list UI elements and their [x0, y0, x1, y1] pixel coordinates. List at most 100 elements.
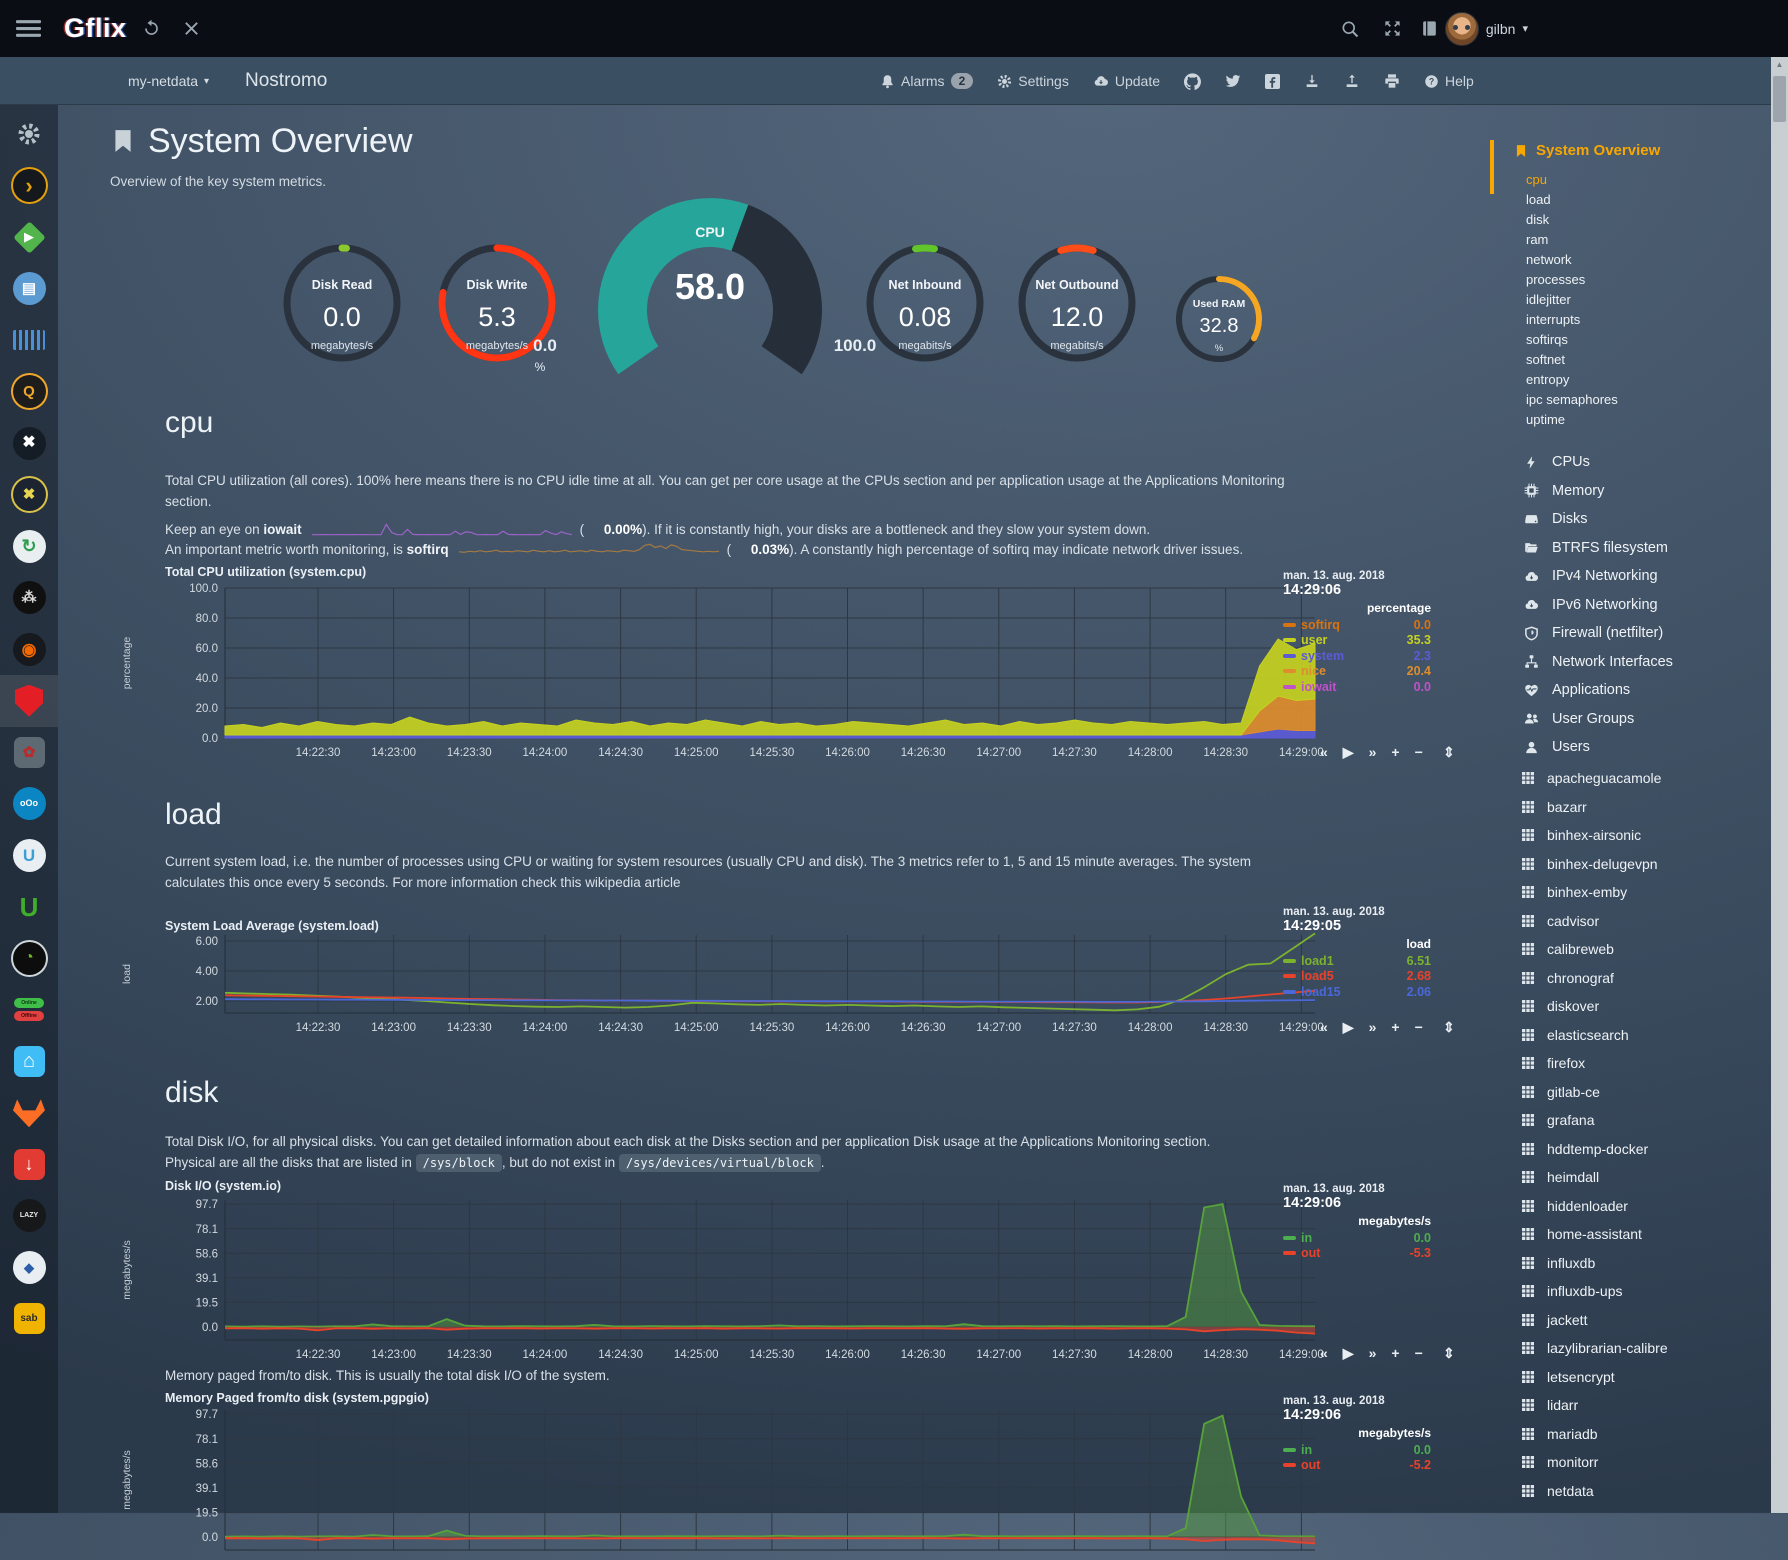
legend-row-iowait[interactable]: iowait 0.0: [1283, 679, 1431, 695]
calibre-web-icon[interactable]: ▤: [0, 263, 58, 315]
emby-icon[interactable]: ▶: [0, 212, 58, 264]
gitlab-icon[interactable]: [0, 1087, 58, 1139]
nav-item-network[interactable]: network: [1526, 252, 1572, 267]
nav-app-calibreweb[interactable]: calibreweb: [1522, 935, 1668, 964]
gecko-app-icon[interactable]: ◔: [0, 933, 58, 985]
nav-app-letsencrypt[interactable]: letsencrypt: [1522, 1363, 1668, 1392]
green-u-app-icon[interactable]: U: [19, 891, 39, 922]
nav-item-softnet[interactable]: softnet: [1526, 352, 1566, 367]
nav-item-interrupts[interactable]: interrupts: [1526, 312, 1581, 327]
nav-section-ipv4-networking[interactable]: IPv4 Networking: [1522, 562, 1673, 591]
nav-app-influxdb[interactable]: influxdb: [1522, 1249, 1668, 1278]
hamburger-menu-icon[interactable]: [16, 0, 41, 57]
netdata-host-dropdown[interactable]: my-netdata ▾: [128, 73, 210, 89]
nav-section-memory[interactable]: Memory: [1522, 477, 1673, 506]
chart-system-pgpgio[interactable]: 0.0 19.5 39.1 58.6 78.1 97.7 Memory Paged from…: [110, 1390, 1470, 1560]
chart-pan-back-button[interactable]: «: [1320, 1019, 1328, 1035]
nav-item-cpu[interactable]: cpu: [1526, 172, 1547, 187]
nav-section-disks[interactable]: Disks: [1522, 505, 1673, 534]
twitter-icon[interactable]: [1225, 73, 1241, 89]
hostname[interactable]: Nostromo: [245, 70, 328, 91]
chart-zoom-out-button[interactable]: −: [1414, 1019, 1423, 1035]
nav-system-overview[interactable]: System Overview: [1514, 142, 1660, 159]
nav-item-disk[interactable]: disk: [1526, 212, 1550, 227]
monitorr-icon[interactable]: Online Offline: [0, 984, 58, 1036]
print-icon[interactable]: [1384, 73, 1400, 89]
nav-item-idlejitter[interactable]: idlejitter: [1526, 292, 1571, 307]
nav-item-ram[interactable]: ram: [1526, 232, 1549, 247]
search-icon[interactable]: [1340, 0, 1360, 57]
nav-section-applications[interactable]: Applications: [1522, 676, 1673, 705]
scroll-up-arrow[interactable]: ▲: [1775, 60, 1784, 69]
nav-section-ipv6-networking[interactable]: IPv6 Networking: [1522, 591, 1673, 620]
green-swirl-app-icon[interactable]: ↻: [0, 521, 58, 573]
legend-row-load1[interactable]: load1 6.51: [1283, 953, 1431, 969]
nav-section-firewall-netfilter-[interactable]: Firewall (netfilter): [1522, 619, 1673, 648]
unifi-icon[interactable]: U: [0, 830, 58, 882]
legend-row-system[interactable]: system 2.3: [1283, 648, 1431, 664]
chart-zoom-in-button[interactable]: +: [1391, 1345, 1400, 1361]
legend-row-user[interactable]: user 35.3: [1283, 633, 1431, 649]
user-menu[interactable]: gilbn ▾: [1444, 0, 1528, 57]
gauge-disk-read[interactable]: Disk Read 0.0 megabytes/s: [281, 242, 403, 364]
legend-row-out[interactable]: out -5.2: [1283, 1458, 1431, 1474]
nav-app-jackett[interactable]: jackett: [1522, 1306, 1668, 1335]
chart-system-load[interactable]: 14:22:30 14:23:00 14:23:30 14:24:00 14:24:30…: [110, 900, 1470, 1048]
nav-app-cadvisor[interactable]: cadvisor: [1522, 907, 1668, 936]
chart-resize-handle[interactable]: ⇕: [1443, 744, 1455, 760]
legend-row-out[interactable]: out -5.3: [1283, 1246, 1431, 1262]
sabnzbd-icon[interactable]: sab: [0, 1293, 58, 1345]
nav-app-mariadb[interactable]: mariadb: [1522, 1420, 1668, 1449]
legend-row-softirq[interactable]: softirq 0.0: [1283, 617, 1431, 633]
legend-row-in[interactable]: in 0.0: [1283, 1442, 1431, 1458]
fullscreen-icon[interactable]: [1383, 0, 1402, 57]
nav-app-home-assistant[interactable]: home-assistant: [1522, 1220, 1668, 1249]
folder-grapes-app-icon[interactable]: ✿: [0, 727, 58, 779]
refresh-icon[interactable]: [142, 0, 161, 57]
nav-app-lidarr[interactable]: lidarr: [1522, 1391, 1668, 1420]
nav-item-ipc-semaphores[interactable]: ipc semaphores: [1526, 392, 1618, 407]
nav-app-hddtemp-docker[interactable]: hddtemp-docker: [1522, 1135, 1668, 1164]
legend-row-load5[interactable]: load5 2.68: [1283, 969, 1431, 985]
chart-zoom-out-button[interactable]: −: [1414, 1345, 1423, 1361]
chart-play-button[interactable]: ▶: [1342, 744, 1354, 760]
gauge-disk-write[interactable]: Disk Write 5.3 megabytes/s: [436, 242, 558, 364]
chart-resize-handle[interactable]: ⇕: [1443, 1019, 1455, 1035]
bazarr-icon[interactable]: ✖: [0, 469, 58, 521]
nav-app-hiddenloader[interactable]: hiddenloader: [1522, 1192, 1668, 1221]
nav-app-binhex-delugevpn[interactable]: binhex-delugevpn: [1522, 850, 1668, 879]
nav-section-btrfs-filesystem[interactable]: BTRFS filesystem: [1522, 534, 1673, 563]
chart-pan-back-button[interactable]: «: [1320, 744, 1328, 760]
github-icon[interactable]: [1184, 72, 1201, 90]
diskover-icon[interactable]: ⁂: [0, 572, 58, 624]
nav-item-load[interactable]: load: [1526, 192, 1551, 207]
nav-app-influxdb-ups[interactable]: influxdb-ups: [1522, 1277, 1668, 1306]
nav-app-firefox[interactable]: firefox: [1522, 1049, 1668, 1078]
nav-app-chronograf[interactable]: chronograf: [1522, 964, 1668, 993]
nav-app-netdata[interactable]: netdata: [1522, 1477, 1668, 1506]
scrollbar-thumb[interactable]: [1773, 76, 1786, 122]
gear-icon[interactable]: [0, 109, 58, 161]
airsonic-icon[interactable]: [0, 315, 58, 367]
grafana-icon[interactable]: ◉: [0, 624, 58, 676]
scrollbar[interactable]: ▲: [1771, 57, 1788, 1513]
home-assistant-icon[interactable]: ⌂: [0, 1036, 58, 1088]
jackett-icon[interactable]: Q: [0, 366, 58, 418]
nav-app-binhex-emby[interactable]: binhex-emby: [1522, 878, 1668, 907]
nav-app-lazylibrarian-calibre[interactable]: lazylibrarian-calibre: [1522, 1334, 1668, 1363]
nav-app-elasticsearch[interactable]: elasticsearch: [1522, 1021, 1668, 1050]
chart-pan-forward-button[interactable]: »: [1368, 1019, 1377, 1035]
alarms-button[interactable]: Alarms 2: [880, 73, 974, 89]
nav-app-heimdall[interactable]: heimdall: [1522, 1163, 1668, 1192]
settings-button[interactable]: Settings: [997, 73, 1069, 89]
legend-row-load15[interactable]: load15 2.06: [1283, 984, 1431, 1000]
nav-app-bazarr[interactable]: bazarr: [1522, 793, 1668, 822]
gauge-net-inbound[interactable]: Net Inbound 0.08 megabits/s: [864, 242, 986, 364]
help-button[interactable]: ? Help: [1424, 73, 1474, 89]
nav-section-network-interfaces[interactable]: Network Interfaces: [1522, 648, 1673, 677]
nav-app-diskover[interactable]: diskover: [1522, 992, 1668, 1021]
gauge-net-outbound[interactable]: Net Outbound 12.0 megabits/s: [1016, 242, 1138, 364]
nav-app-gitlab-ce[interactable]: gitlab-ce: [1522, 1078, 1668, 1107]
app-title[interactable]: Gflix: [64, 13, 127, 43]
nav-app-apacheguacamole[interactable]: apacheguacamole: [1522, 764, 1668, 793]
